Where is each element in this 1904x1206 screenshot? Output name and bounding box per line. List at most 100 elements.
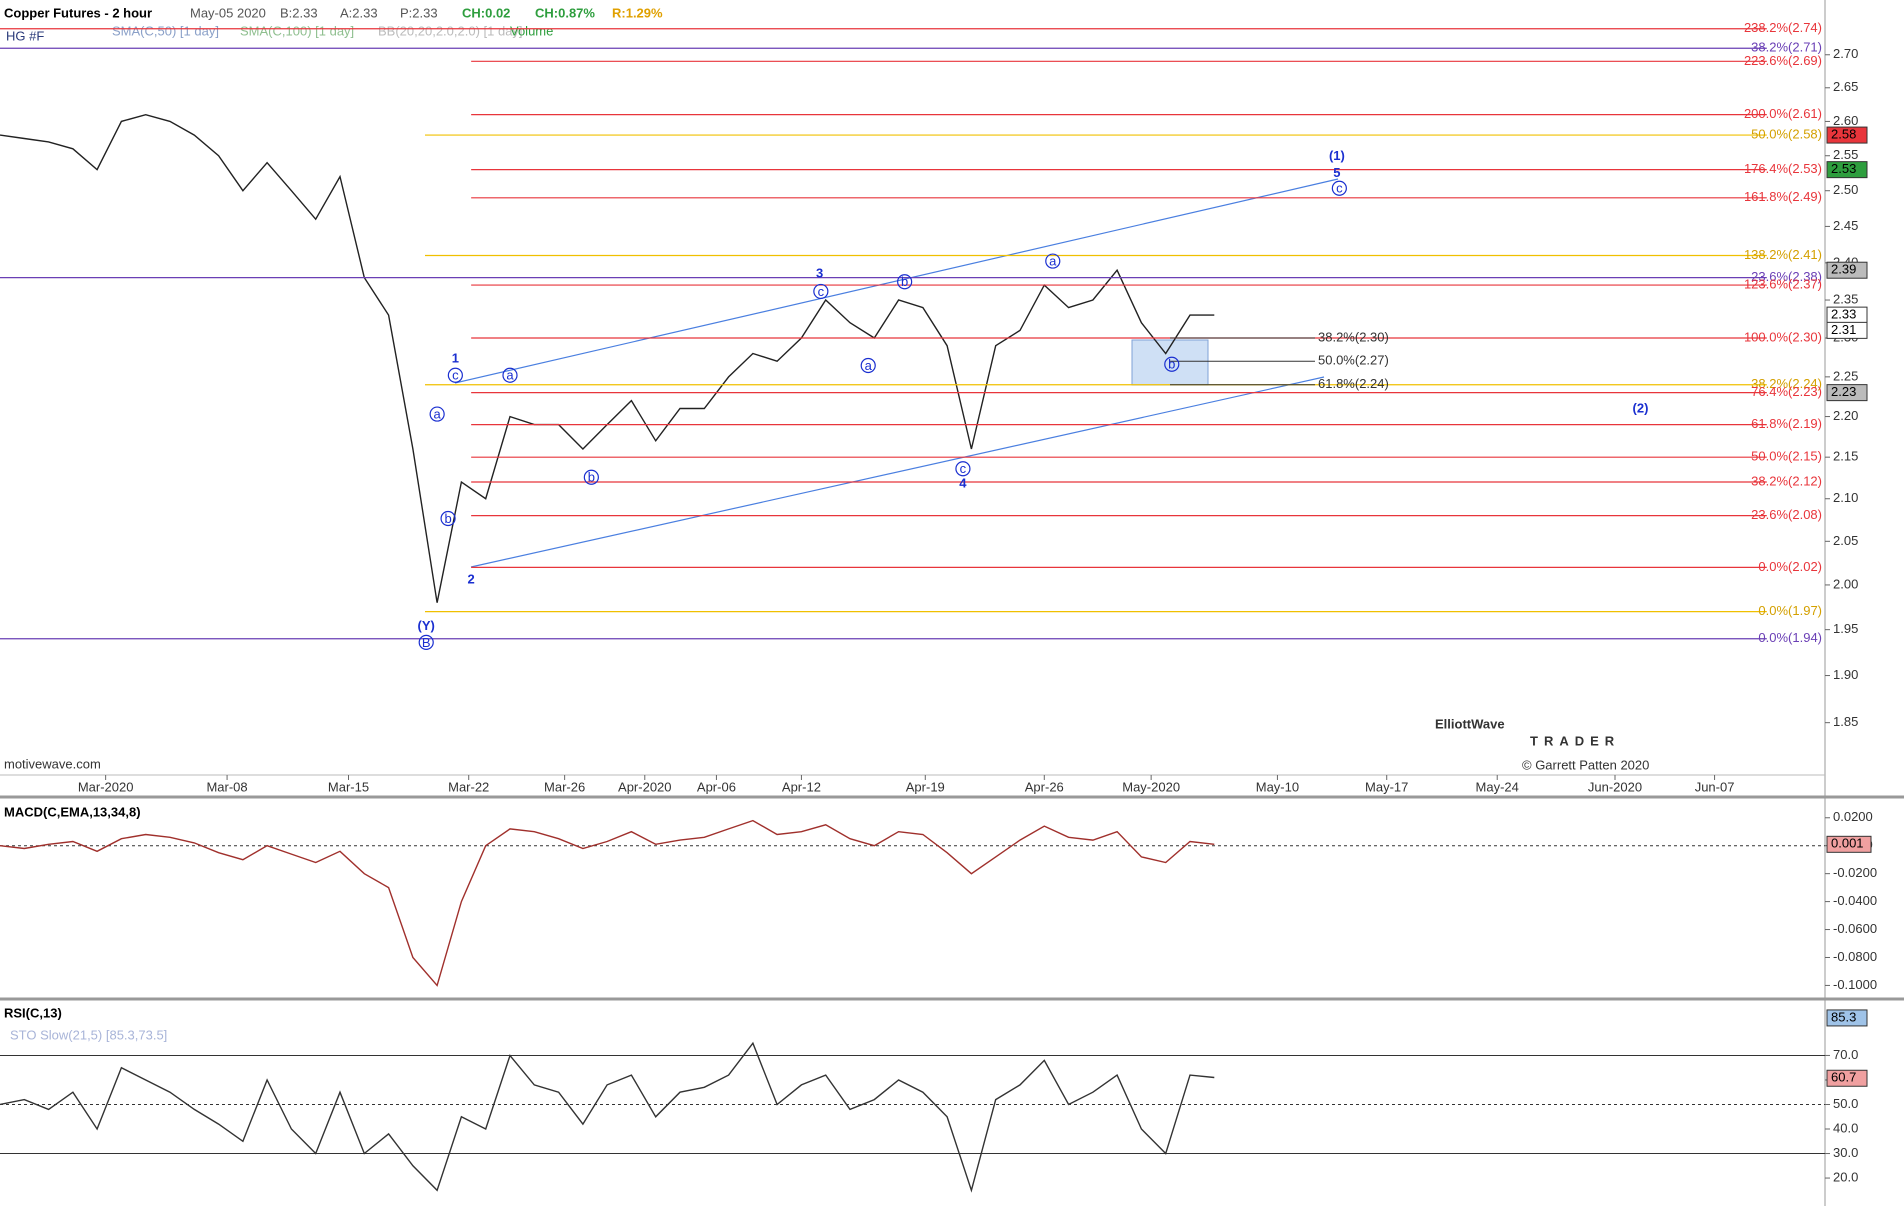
y-tick-label: 2.05 bbox=[1833, 533, 1858, 548]
y-tick-label: 50.0 bbox=[1833, 1096, 1858, 1111]
fib-label: 100.0%(2.30) bbox=[1744, 329, 1822, 344]
fib-label: 23.6%(2.08) bbox=[1751, 507, 1822, 522]
value-marker bbox=[1826, 1009, 1868, 1027]
indicator-title: RSI(C,13) bbox=[4, 1005, 62, 1020]
y-tick-label: 2.55 bbox=[1833, 147, 1858, 162]
wave-label: a bbox=[865, 358, 873, 373]
y-tick-label: 2.20 bbox=[1833, 408, 1858, 423]
fib-label: 38.2%(2.12) bbox=[1751, 473, 1822, 488]
series-line bbox=[0, 819, 1215, 987]
x-tick-label: May-17 bbox=[1365, 779, 1408, 794]
wave-label: b bbox=[901, 274, 908, 289]
trend-channel bbox=[454, 178, 1339, 384]
wave-label: a bbox=[434, 407, 442, 422]
price-marker-label: 2.53 bbox=[1831, 161, 1856, 176]
quote-bid: B:2.33 bbox=[280, 5, 318, 20]
fib-label: 0.0%(1.94) bbox=[1758, 630, 1822, 645]
wave-circle bbox=[860, 357, 876, 374]
y-tick-label: 2.65 bbox=[1833, 79, 1858, 94]
price-marker bbox=[1826, 384, 1868, 402]
y-tick-label: -0.0600 bbox=[1833, 921, 1877, 936]
wave-circle bbox=[813, 283, 829, 300]
value-marker bbox=[1826, 835, 1872, 853]
y-tick-label: 2.10 bbox=[1833, 490, 1858, 505]
y-tick-label: -0.1000 bbox=[1833, 977, 1877, 992]
study-label: SMA(C,100) [1 day] bbox=[240, 23, 354, 38]
fib-label: 50.0%(2.58) bbox=[1751, 127, 1822, 142]
y-tick-label: 1.95 bbox=[1833, 621, 1858, 636]
series-line bbox=[0, 1041, 1215, 1193]
fib-label: 123.6%(2.37) bbox=[1744, 276, 1822, 291]
wave-label: b bbox=[444, 511, 451, 526]
wave-circle bbox=[502, 367, 518, 383]
wave-label: 3 bbox=[816, 266, 823, 281]
fib-label: 0.0%(1.97) bbox=[1758, 603, 1822, 618]
fib-label: 138.2%(2.41) bbox=[1744, 247, 1822, 262]
wave-label: c bbox=[818, 284, 825, 299]
fib-label: 238.2%(2.74) bbox=[1744, 20, 1822, 35]
wave-circle bbox=[1331, 180, 1347, 196]
wave-label: 4 bbox=[959, 476, 967, 491]
fib-label: 0.0%(2.02) bbox=[1758, 559, 1822, 574]
x-tick-label: Apr-2020 bbox=[618, 779, 671, 794]
quote-change-pct: CH:0.87% bbox=[535, 5, 595, 20]
x-tick-label: Mar-08 bbox=[206, 779, 247, 794]
copyright: © Garrett Patten 2020 bbox=[1522, 757, 1649, 772]
wave-circle bbox=[1164, 356, 1180, 372]
y-tick-label: 1.90 bbox=[1833, 667, 1858, 682]
x-tick-label: May-10 bbox=[1256, 779, 1299, 794]
x-tick-label: Apr-19 bbox=[906, 779, 945, 794]
logo: ElliottWave bbox=[1435, 716, 1505, 731]
watermark: motivewave.com bbox=[4, 756, 101, 771]
study-label: Volume bbox=[510, 23, 553, 38]
y-tick-label: 0.0200 bbox=[1833, 809, 1873, 824]
x-tick-label: Apr-26 bbox=[1025, 779, 1064, 794]
wave-circle bbox=[897, 274, 913, 290]
fib-label: 176.4%(2.53) bbox=[1744, 161, 1822, 176]
y-tick-label: 2.70 bbox=[1833, 46, 1858, 61]
price-marker-label: 2.31 bbox=[1831, 322, 1856, 337]
wave-label: B bbox=[422, 635, 431, 650]
wave-label: b bbox=[588, 470, 595, 485]
wave-label: 2 bbox=[468, 572, 475, 587]
chart-title: Copper Futures - 2 hour bbox=[4, 5, 152, 20]
price-marker bbox=[1826, 321, 1868, 339]
x-tick-label: Jun-2020 bbox=[1588, 779, 1642, 794]
wave-label: 5 bbox=[1333, 165, 1340, 180]
y-tick-label: 2.25 bbox=[1833, 368, 1858, 383]
x-tick-label: Mar-15 bbox=[328, 779, 369, 794]
wave-label: a bbox=[1049, 254, 1057, 269]
y-tick-label: 2.50 bbox=[1833, 182, 1858, 197]
study-label: BB(20,20,2.0,2.0) [1 day] bbox=[378, 23, 523, 38]
indicator-title: MACD(C,EMA,13,34,8) bbox=[4, 804, 141, 819]
wave-label: c bbox=[960, 461, 967, 476]
fib-label: 38.2%(2.24) bbox=[1751, 376, 1822, 391]
wave-circle bbox=[440, 510, 456, 527]
quote-range: R:1.29% bbox=[612, 5, 663, 20]
value-marker bbox=[1826, 1069, 1868, 1087]
price-marker bbox=[1826, 261, 1868, 279]
y-tick-label: 2.35 bbox=[1833, 291, 1858, 306]
wave-circle bbox=[429, 406, 445, 422]
x-tick-label: Mar-22 bbox=[448, 779, 489, 794]
quote-change: CH:0.02 bbox=[462, 5, 510, 20]
x-tick-label: Mar-26 bbox=[544, 779, 585, 794]
y-tick-label: 2.45 bbox=[1833, 218, 1858, 233]
wave-circle bbox=[1045, 253, 1061, 269]
indicator-subtitle: STO Slow(21,5) [85.3,73.5] bbox=[10, 1027, 167, 1042]
y-tick-label: -0.0400 bbox=[1833, 893, 1877, 908]
logo-sub: TRADER bbox=[1530, 733, 1620, 748]
y-tick-label: 2.60 bbox=[1833, 113, 1858, 128]
x-tick-label: Apr-06 bbox=[697, 779, 736, 794]
trend-channel bbox=[470, 376, 1325, 568]
x-tick-label: May-2020 bbox=[1122, 779, 1180, 794]
y-tick-label: 2.00 bbox=[1833, 576, 1858, 591]
fib-label: 161.8%(2.49) bbox=[1744, 189, 1822, 204]
price-marker-label: 2.39 bbox=[1831, 262, 1856, 277]
wave-circle bbox=[447, 367, 463, 383]
fib-label: 223.6%(2.69) bbox=[1744, 53, 1822, 68]
wave-label: c bbox=[452, 368, 459, 383]
wave-label: (Y) bbox=[418, 618, 435, 633]
